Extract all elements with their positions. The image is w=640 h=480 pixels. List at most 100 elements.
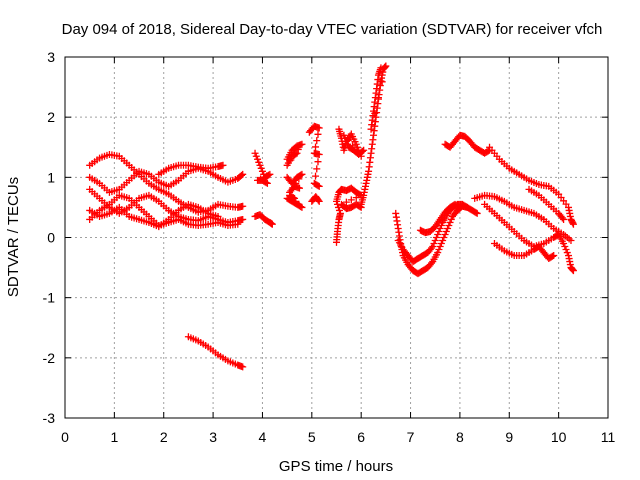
- data-point: [428, 259, 436, 267]
- data-point: [294, 146, 302, 154]
- series-s2: [86, 164, 247, 196]
- x-tick-label: 6: [357, 429, 365, 445]
- data-point: [360, 146, 368, 154]
- data-point: [313, 137, 321, 145]
- data-point: [436, 224, 444, 232]
- data-point: [257, 164, 265, 172]
- x-tick-label: 0: [61, 429, 69, 445]
- x-tick-label: 3: [209, 429, 217, 445]
- data-point: [315, 182, 323, 190]
- series-s8: [251, 149, 274, 187]
- x-tick-label: 10: [551, 429, 567, 445]
- series-s19: [394, 200, 481, 266]
- data-point: [560, 240, 568, 248]
- data-point: [560, 215, 568, 223]
- y-tick-label: -3: [43, 410, 56, 426]
- data-point: [382, 62, 390, 70]
- series-s10: [283, 140, 306, 169]
- x-tick-label: 1: [110, 429, 118, 445]
- data-point: [429, 243, 437, 251]
- y-tick-label: 0: [47, 230, 55, 246]
- data-point: [298, 140, 306, 148]
- data-point: [252, 152, 260, 160]
- data-point: [295, 184, 303, 192]
- data-point: [295, 175, 303, 183]
- data-point: [446, 218, 454, 226]
- y-tick-label: 3: [47, 49, 55, 65]
- data-point: [356, 191, 364, 199]
- y-tick-label: 1: [47, 169, 55, 185]
- series-s7: [184, 333, 247, 371]
- data-point: [561, 243, 569, 251]
- data-point: [352, 194, 360, 202]
- data-point: [428, 244, 436, 252]
- data-point: [550, 252, 558, 260]
- data-point: [298, 170, 306, 178]
- data-point: [451, 200, 459, 208]
- series-s20: [416, 200, 459, 237]
- data-point: [336, 209, 344, 217]
- data-point: [436, 243, 444, 251]
- data-point: [239, 215, 247, 223]
- data-point: [291, 194, 299, 202]
- data-point: [258, 167, 266, 175]
- data-point: [352, 140, 360, 148]
- data-point: [315, 150, 323, 158]
- series-s6: [155, 161, 227, 178]
- data-point: [341, 134, 349, 142]
- x-axis-tick-labels: 0 1 2 3 4 5 6 7 8 9 10 11: [61, 429, 615, 445]
- data-point: [256, 161, 264, 169]
- data-point: [447, 215, 455, 223]
- series-s15: [333, 184, 365, 246]
- data-point: [237, 171, 245, 179]
- series-s5: [86, 200, 222, 231]
- data-point: [432, 234, 440, 241]
- x-tick-label: 4: [259, 429, 267, 445]
- data-point: [347, 196, 355, 204]
- data-point: [314, 182, 322, 190]
- data-point: [239, 202, 247, 210]
- data-point: [439, 237, 447, 245]
- series-s25: [490, 240, 558, 263]
- y-tick-label: -1: [43, 290, 56, 306]
- series-s17: [357, 62, 390, 208]
- data-point: [312, 172, 320, 180]
- series-s26: [525, 185, 568, 223]
- series-s4: [86, 191, 242, 229]
- x-tick-label: 2: [160, 429, 168, 445]
- x-tick-label: 7: [407, 429, 415, 445]
- data-point: [234, 220, 242, 228]
- data-point: [558, 214, 566, 222]
- series-s9: [251, 211, 276, 228]
- data-point: [358, 147, 366, 155]
- data-point: [435, 227, 443, 235]
- data-point: [442, 227, 450, 235]
- data-point: [313, 165, 321, 173]
- data-point: [484, 147, 492, 155]
- data-point: [445, 221, 453, 229]
- data-point: [344, 140, 352, 148]
- data-point: [263, 179, 271, 187]
- chart-title: Day 094 of 2018, Sidereal Day-to-day VTE…: [62, 21, 603, 38]
- data-point: [298, 203, 306, 211]
- data-point: [340, 131, 348, 139]
- data-point: [289, 194, 297, 202]
- series-s22: [486, 143, 577, 228]
- data-point: [569, 220, 577, 228]
- data-point: [219, 161, 227, 169]
- series-s23: [471, 191, 575, 245]
- data-point: [342, 198, 350, 206]
- x-tick-label: 8: [456, 429, 464, 445]
- data-points: [86, 62, 577, 371]
- data-point: [251, 149, 259, 157]
- y-axis-tick-labels: -3 -2 -1 0 1 2 3: [43, 49, 56, 426]
- data-point: [431, 237, 439, 245]
- data-point: [569, 267, 577, 275]
- x-tick-label: 5: [308, 429, 316, 445]
- data-point: [378, 78, 386, 86]
- data-point: [435, 246, 443, 254]
- series-s12: [283, 191, 306, 211]
- x-axis-label: GPS time / hours: [279, 458, 393, 475]
- y-tick-label: 2: [47, 109, 55, 125]
